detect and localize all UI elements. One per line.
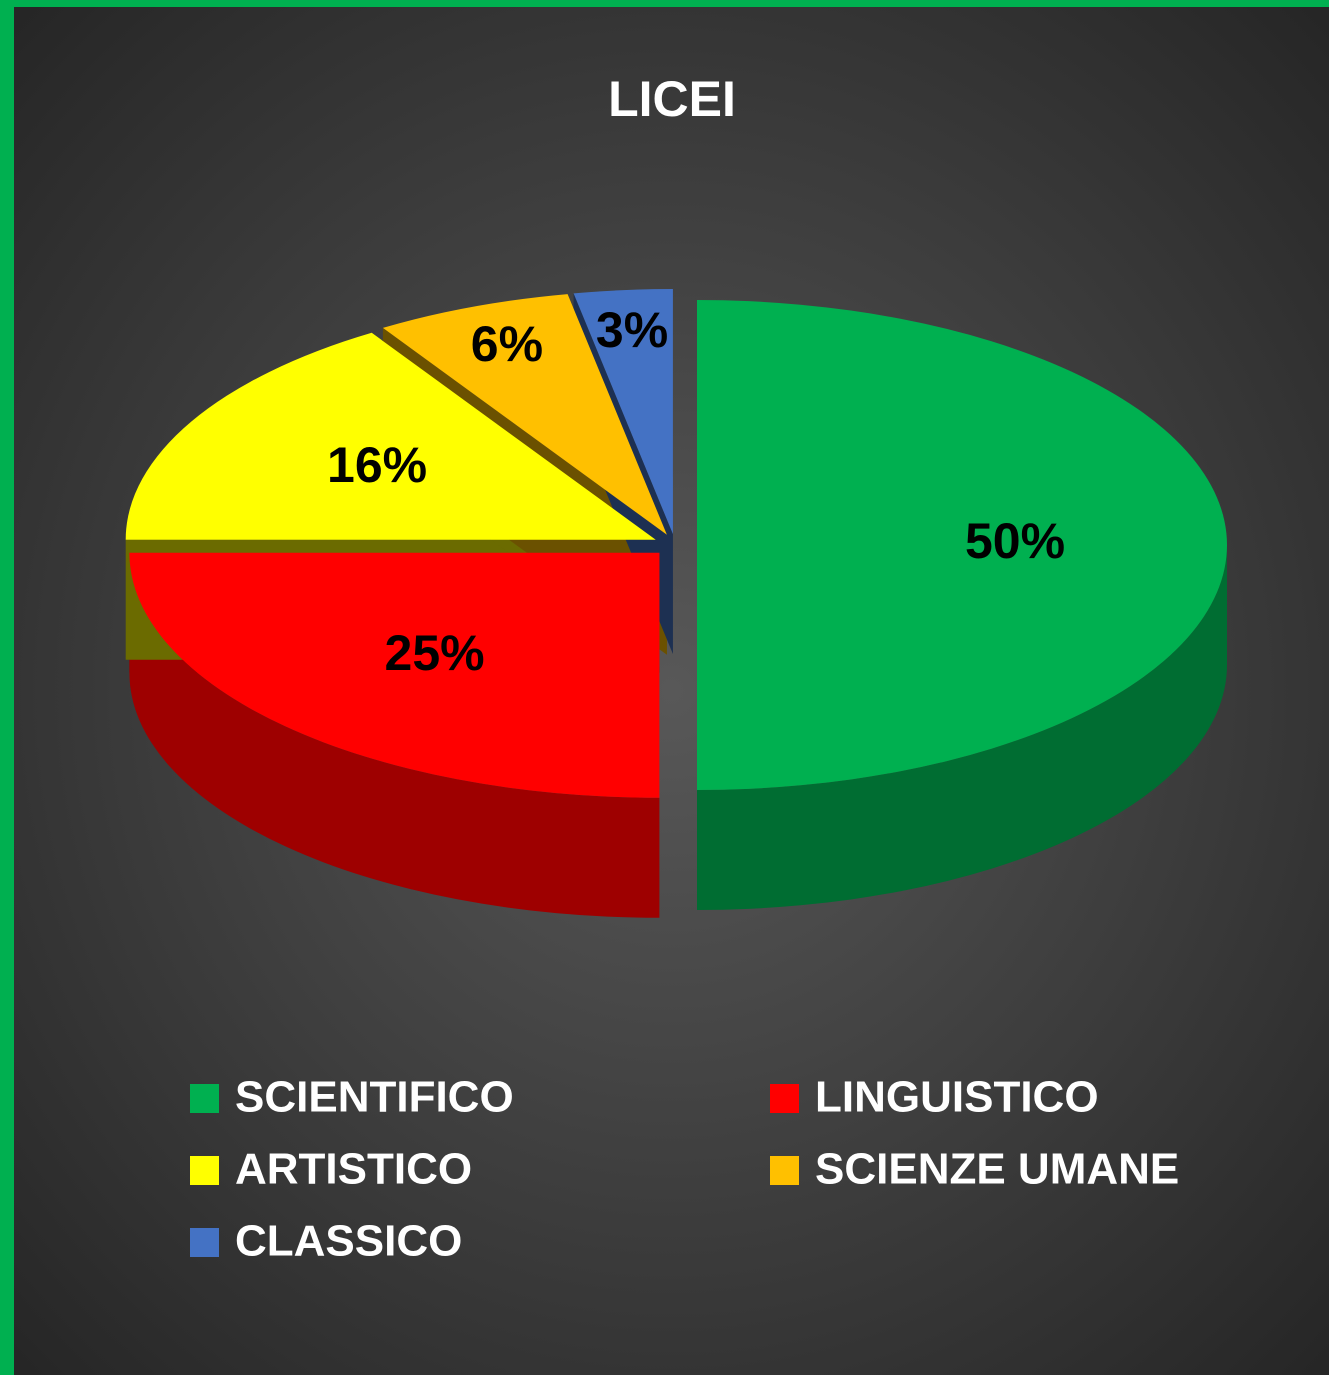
legend: SCIENTIFICO LINGUISTICO ARTISTICO SCIENZE U… [190, 1073, 1179, 1266]
chart-title: LICEI [608, 71, 736, 127]
pie-slice [573, 289, 673, 535]
data-label: 16% [327, 437, 427, 493]
legend-label: CLASSICO [235, 1217, 462, 1266]
legend-swatch [190, 1156, 219, 1185]
legend-swatch [770, 1084, 799, 1113]
pie-tops [125, 289, 1227, 798]
data-labels: 50% 25% 16% 6% 3% [327, 302, 1065, 681]
data-label: 3% [596, 302, 668, 358]
data-label: 25% [385, 625, 485, 681]
data-label: 50% [965, 513, 1065, 569]
legend-swatch [190, 1228, 219, 1257]
pie-slice [697, 300, 1227, 790]
slice-side [129, 552, 660, 918]
pie-slice [129, 552, 660, 798]
legend-swatch [770, 1156, 799, 1185]
data-label: 6% [471, 316, 543, 372]
pie-slice [382, 294, 667, 535]
legend-label: SCIENTIFICO [235, 1073, 514, 1122]
legend-label: LINGUISTICO [815, 1073, 1099, 1122]
legend-label: ARTISTICO [235, 1145, 472, 1194]
pie-slice [125, 332, 656, 540]
legend-swatch [190, 1084, 219, 1113]
legend-label: SCIENZE UMANE [815, 1145, 1179, 1194]
slice-side [697, 545, 1227, 910]
